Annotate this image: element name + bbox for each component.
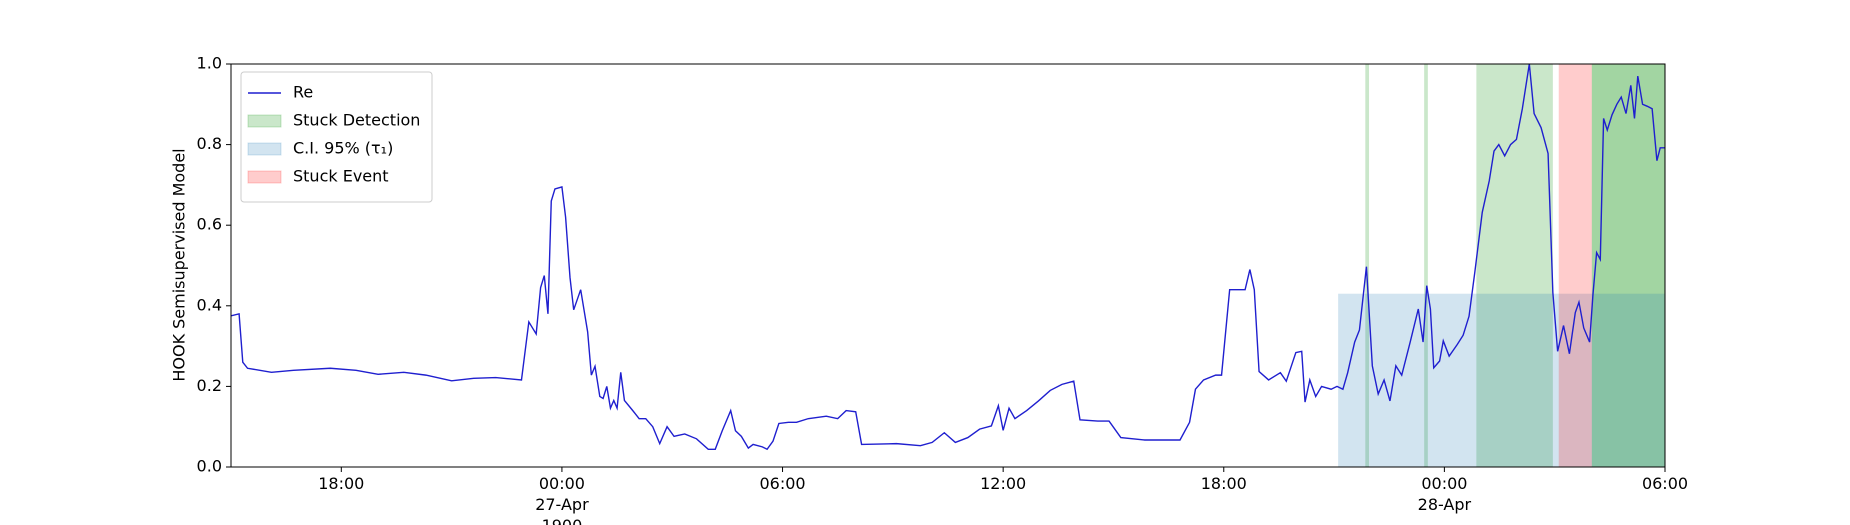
span: [1476, 64, 1553, 467]
x-tick-label: 18:00: [1201, 474, 1247, 493]
x-tick-label: 00:00 28-Apr: [1418, 474, 1472, 514]
x-tick-label: 18:00: [318, 474, 364, 493]
span: [1365, 64, 1370, 467]
span: [1591, 64, 1665, 467]
y-tick-label: 0.0: [197, 457, 222, 476]
spans: [1338, 64, 1665, 467]
legend-patch: [247, 170, 282, 184]
y-tick-label: 0.6: [197, 215, 222, 234]
span: [1558, 64, 1592, 467]
y-axis-label: HOOK Semisupervised Model: [170, 148, 189, 381]
x-tick-label: 06:00: [1642, 474, 1688, 493]
lines: [231, 64, 1665, 451]
legend-label: Stuck Detection: [293, 111, 420, 130]
legend-label: C.I. 95% (τ₁): [293, 139, 393, 158]
span: [1338, 293, 1665, 467]
y-tick-label: 0.4: [197, 295, 222, 314]
legend-patch: [247, 114, 282, 128]
y-tick-label: 1.0: [197, 54, 222, 73]
y-tick-label: 0.2: [197, 376, 222, 395]
data-line: [231, 64, 1665, 451]
legend-label: Stuck Event: [293, 167, 389, 186]
x-tick-label: 12:00: [980, 474, 1026, 493]
span: [1591, 64, 1665, 467]
span: [1424, 64, 1428, 467]
y-tick-label: 0.8: [197, 134, 222, 153]
legend-label: Re: [293, 83, 313, 102]
axes-frame: [230, 63, 1666, 468]
legend-box: [240, 71, 433, 203]
legend-patch: [247, 142, 282, 156]
x-tick-label: 00:00 27-Apr 1900: [535, 474, 589, 525]
x-tick-label: 06:00: [759, 474, 805, 493]
